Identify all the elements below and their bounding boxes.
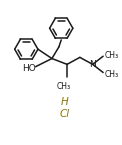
Text: CH₃: CH₃ <box>105 51 119 60</box>
Text: CH₃: CH₃ <box>105 70 119 79</box>
Text: Cl: Cl <box>59 109 69 119</box>
Text: N: N <box>89 60 96 69</box>
Text: H: H <box>60 97 68 107</box>
Text: HO: HO <box>22 64 35 73</box>
Text: CH₃: CH₃ <box>57 82 71 91</box>
